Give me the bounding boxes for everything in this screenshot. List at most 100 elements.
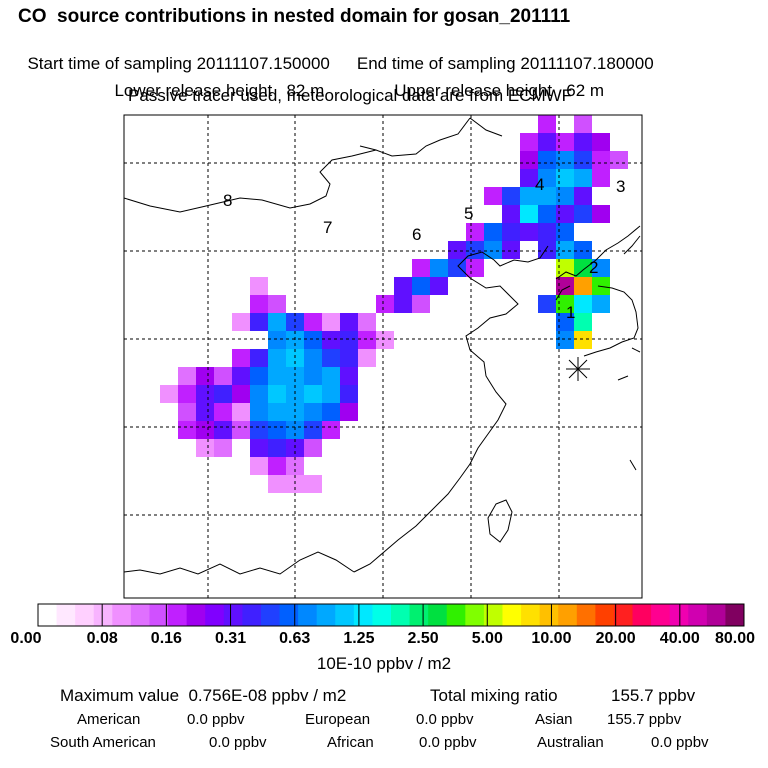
heatmap-cell <box>358 331 376 349</box>
heatmap-cell <box>538 115 556 133</box>
heatmap-cell <box>322 385 340 403</box>
heatmap-cell <box>556 277 574 295</box>
australian-label: Australian <box>537 734 604 751</box>
colorbar-swatch <box>539 604 559 626</box>
heatmap-cell <box>610 151 628 169</box>
heatmap-cell <box>538 169 556 187</box>
heatmap-cell <box>556 151 574 169</box>
heatmap-cell <box>304 313 322 331</box>
heatmap-cell <box>520 205 538 223</box>
heatmap-cell <box>592 169 610 187</box>
heatmap-cell <box>358 313 376 331</box>
chart-title: CO source contributions in nested domain… <box>18 6 571 27</box>
heatmap-cell <box>502 205 520 223</box>
end-time-label: End time of sampling 20111107.180000 <box>356 54 654 73</box>
colorbar-tick-label: 0.63 <box>279 630 311 647</box>
heatmap-cell <box>538 187 556 205</box>
heatmap-cell <box>574 313 592 331</box>
heatmap-cell <box>466 223 484 241</box>
heatmap-cell <box>322 313 340 331</box>
colorbar-tick-label: 0.16 <box>150 630 182 647</box>
region-label: 6 <box>412 225 421 244</box>
colorbar-tick-label: 20.00 <box>595 630 636 647</box>
heatmap-cell <box>214 385 232 403</box>
heatmap-cell <box>556 331 574 349</box>
colorbar-swatch <box>613 604 634 626</box>
heatmap-cell <box>574 115 592 133</box>
colorbar-swatch <box>149 604 169 626</box>
heatmap-cell <box>556 187 574 205</box>
heatmap-cell <box>196 385 214 403</box>
heatmap-cell <box>250 439 268 457</box>
heatmap-cell <box>214 367 232 385</box>
heatmap-cell <box>196 439 214 457</box>
heatmap-cell <box>250 295 268 313</box>
heatmap-cell <box>214 439 232 457</box>
heatmap-cell <box>196 421 214 439</box>
colorbar-swatch <box>502 604 522 626</box>
colorbar-swatch <box>632 604 652 626</box>
heatmap-cell <box>178 403 196 421</box>
heatmap-cell <box>214 421 232 439</box>
heatmap-cell <box>322 331 340 349</box>
colorbar-tick-label: 0.08 <box>86 630 118 647</box>
heatmap-cell <box>448 241 466 259</box>
heatmap-cell <box>538 205 556 223</box>
colorbar-swatch <box>279 604 299 626</box>
colorbar-swatch <box>38 604 58 626</box>
heatmap-cell <box>268 295 286 313</box>
sampling-times: Start time of sampling 20111107.150000 En… <box>18 34 768 74</box>
heatmap-cell <box>340 385 358 403</box>
colorbar-swatch <box>483 604 503 626</box>
region-label: 7 <box>323 218 332 237</box>
heatmap-cell <box>412 295 430 313</box>
border-mongolia <box>123 149 377 213</box>
heatmap-cell <box>484 223 502 241</box>
colorbar-tick-label: 5.00 <box>471 630 503 647</box>
heatmap-cell <box>502 223 520 241</box>
heatmap-cell <box>556 133 574 151</box>
receptor-marker <box>566 357 590 381</box>
heatmap-cell <box>250 421 268 439</box>
heatmap-cell <box>538 223 556 241</box>
colorbar-swatch <box>465 604 485 626</box>
heatmap-cell <box>268 313 286 331</box>
heatmap-cell <box>322 349 340 367</box>
heatmap-cell <box>538 295 556 313</box>
heatmap-cell <box>520 169 538 187</box>
heatmap-cell <box>196 367 214 385</box>
heatmap-cell <box>304 349 322 367</box>
heatmap-cell <box>556 169 574 187</box>
heatmap-cell <box>178 385 196 403</box>
heatmap-cell <box>304 439 322 457</box>
australian-value: 0.0 ppbv <box>651 734 709 751</box>
heatmap-cell <box>304 367 322 385</box>
coastlines <box>123 117 641 575</box>
heatmap-cell <box>340 367 358 385</box>
heatmap-cell <box>196 403 214 421</box>
heatmap-cell <box>322 403 340 421</box>
colorbar-swatch <box>112 604 132 626</box>
region-label: 2 <box>589 258 598 277</box>
colorbar-swatch <box>409 604 429 626</box>
heatmap-cell <box>340 313 358 331</box>
heatmap-cell <box>592 259 610 277</box>
region-label: 4 <box>535 175 544 194</box>
colorbar-swatch <box>130 604 150 626</box>
asian-label: Asian <box>535 711 573 728</box>
american-value: 0.0 ppbv <box>187 711 245 728</box>
heatmap-cell <box>556 295 574 313</box>
colorbar-swatch <box>428 604 448 626</box>
colorbar-swatch <box>651 604 671 626</box>
heatmap-cell <box>412 259 430 277</box>
colorbar-swatch <box>446 604 466 626</box>
border-south <box>123 551 355 575</box>
upper-release-label: Upper release height 62 m <box>394 81 605 100</box>
heatmap-cell <box>574 133 592 151</box>
heatmap-cell <box>520 151 538 169</box>
heatmap-cell <box>268 439 286 457</box>
colorbar-frame <box>37 603 745 627</box>
colorbar-swatch <box>223 604 243 626</box>
colorbar-swatch <box>56 604 76 626</box>
release-heights: Lower release height 82 m Upper release h… <box>105 61 768 101</box>
